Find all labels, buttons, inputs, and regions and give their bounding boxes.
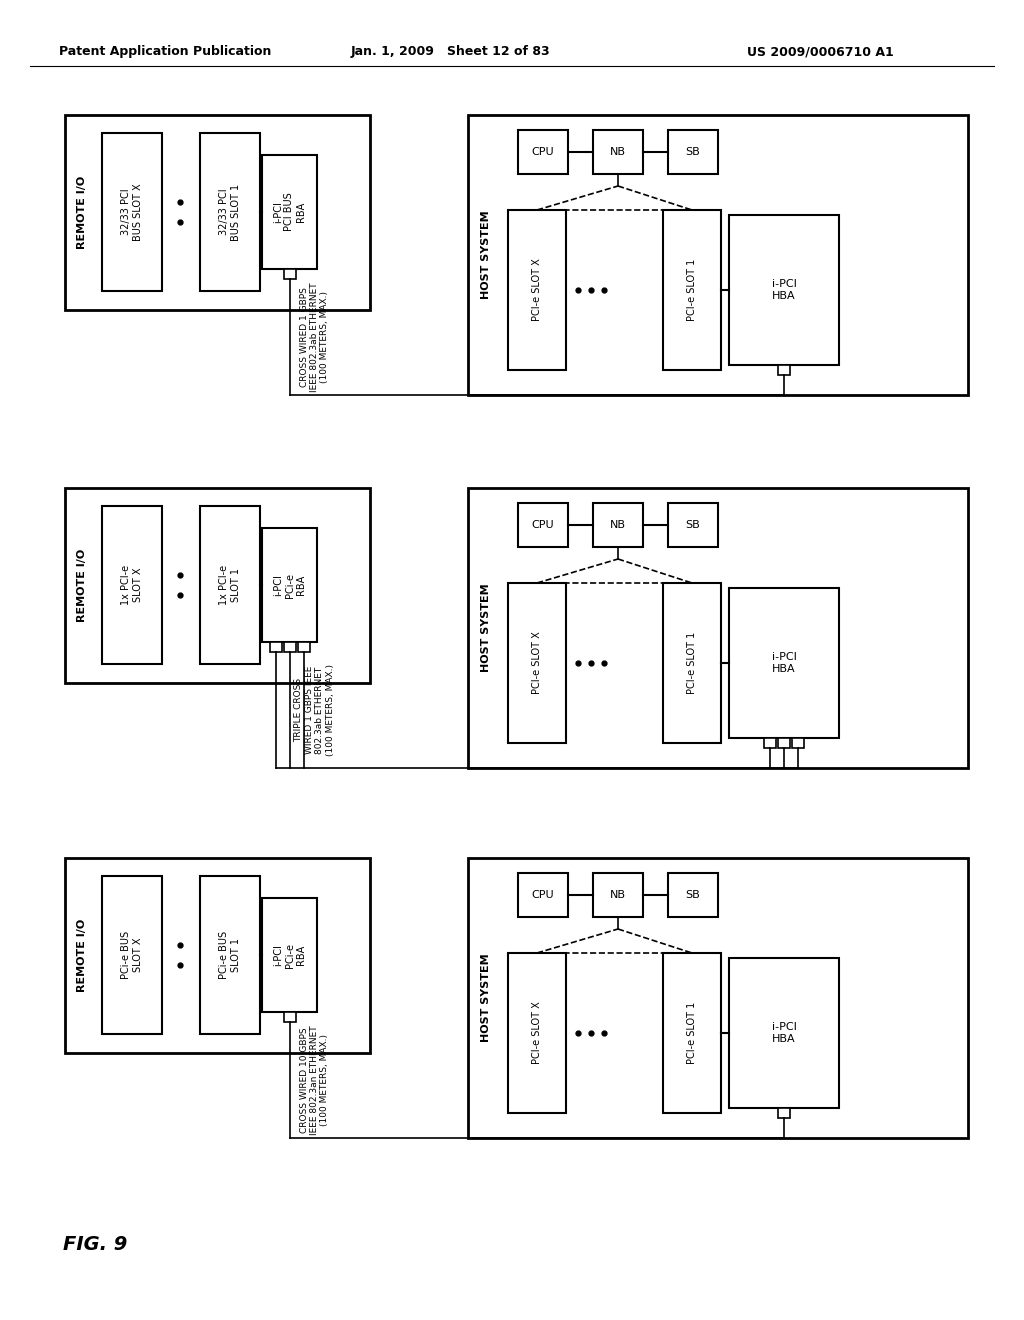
Text: SB: SB [686,890,700,900]
Text: Jan. 1, 2009   Sheet 12 of 83: Jan. 1, 2009 Sheet 12 of 83 [350,45,550,58]
Text: CROSS WIRED 10 GBPS
IEEE 802.3an ETHERNET
(100 METERS, MAX.): CROSS WIRED 10 GBPS IEEE 802.3an ETHERNE… [300,1026,330,1135]
Text: FIG. 9: FIG. 9 [62,1236,127,1254]
Bar [468,858,968,1138]
Bar [508,210,566,370]
Bar [65,488,370,682]
Bar [284,1012,296,1022]
Bar [593,873,643,917]
Bar [200,506,260,664]
Bar [668,503,718,546]
Text: SB: SB [686,147,700,157]
Bar [102,506,162,664]
Bar [468,115,968,395]
Text: CPU: CPU [531,890,554,900]
Bar [593,129,643,174]
Text: i-PCI
HBA: i-PCI HBA [771,280,797,301]
Text: REMOTE I/O: REMOTE I/O [77,176,87,249]
Bar [508,583,566,743]
Bar [668,873,718,917]
Bar [65,858,370,1053]
Text: HOST SYSTEM: HOST SYSTEM [481,953,490,1043]
Text: CPU: CPU [531,520,554,531]
Text: Patent Application Publication: Patent Application Publication [58,45,271,58]
Bar [778,738,790,748]
Text: PCI-e SLOT 1: PCI-e SLOT 1 [687,259,697,321]
Bar [764,738,776,748]
Bar [518,129,568,174]
Text: 1x PCI-e
SLOT 1: 1x PCI-e SLOT 1 [219,565,241,605]
Bar [663,583,721,743]
Bar [102,133,162,290]
Bar [792,738,804,748]
Text: i-PCI
PCi-e
RBA: i-PCI PCi-e RBA [273,942,306,968]
Bar [200,133,260,290]
Bar [729,587,839,738]
Text: SB: SB [686,520,700,531]
Text: i-PCI
HBA: i-PCI HBA [771,1022,797,1044]
Text: REMOTE I/O: REMOTE I/O [77,549,87,622]
Bar [102,876,162,1034]
Bar [262,528,317,642]
Text: NB: NB [610,147,626,157]
Bar [518,873,568,917]
Bar [729,958,839,1107]
Text: PCi-e BUS
SLOT 1: PCi-e BUS SLOT 1 [219,931,241,979]
Bar [65,115,370,310]
Bar [200,876,260,1034]
Bar [668,129,718,174]
Text: i-PCI
PCI BUS
RBA: i-PCI PCI BUS RBA [273,193,306,231]
Text: 1x PCI-e
SLOT X: 1x PCI-e SLOT X [121,565,142,605]
Bar [663,953,721,1113]
Bar [778,366,790,375]
Text: CROSS WIRED 1 GBPS
IEEE 802.3ab ETHERNET
(100 METERS, MAX.): CROSS WIRED 1 GBPS IEEE 802.3ab ETHERNET… [300,282,330,392]
Text: i-PCI
HBA: i-PCI HBA [771,652,797,673]
Text: HOST SYSTEM: HOST SYSTEM [481,211,490,300]
Bar [284,642,296,652]
Bar [284,269,296,279]
Bar [269,642,282,652]
Text: 32/33 PCI
BUS SLOT X: 32/33 PCI BUS SLOT X [121,183,142,240]
Text: PCI-e SLOT 1: PCI-e SLOT 1 [687,632,697,694]
Text: REMOTE I/O: REMOTE I/O [77,919,87,993]
Text: PCI-e SLOT X: PCI-e SLOT X [532,1002,542,1064]
Bar [729,215,839,366]
Text: PCi-e BUS
SLOT X: PCi-e BUS SLOT X [121,931,142,979]
Bar [778,1107,790,1118]
Bar [518,503,568,546]
Text: TRIPLE CROSS
WIRED 1 GBPS IEEE
802.3ab ETHERNET
(100 METERS, MAX.): TRIPLE CROSS WIRED 1 GBPS IEEE 802.3ab E… [295,664,335,756]
Text: PCI-e SLOT X: PCI-e SLOT X [532,632,542,694]
Text: 32/33 PCI
BUS SLOT 1: 32/33 PCI BUS SLOT 1 [219,183,241,240]
Bar [468,488,968,768]
Text: US 2009/0006710 A1: US 2009/0006710 A1 [746,45,893,58]
Text: PCI-e SLOT 1: PCI-e SLOT 1 [687,1002,697,1064]
Bar [663,210,721,370]
Bar [298,642,309,652]
Text: PCI-e SLOT X: PCI-e SLOT X [532,259,542,321]
Bar [593,503,643,546]
Text: CPU: CPU [531,147,554,157]
Text: HOST SYSTEM: HOST SYSTEM [481,583,490,672]
Bar [262,154,317,269]
Text: NB: NB [610,520,626,531]
Bar [262,898,317,1012]
Text: NB: NB [610,890,626,900]
Text: i-PCI
PCi-e
RBA: i-PCI PCi-e RBA [273,573,306,598]
Bar [508,953,566,1113]
